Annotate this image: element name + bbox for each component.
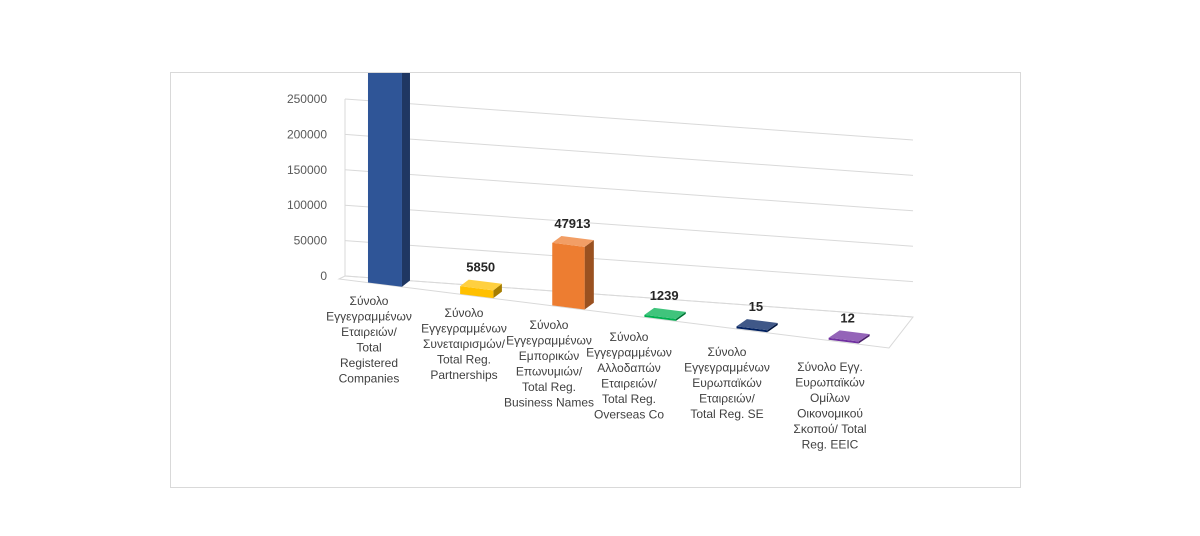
category-label-4-line-2: Ευρωπαϊκών (692, 376, 762, 390)
data-label-2: 47913 (554, 216, 590, 231)
bar-1-top (460, 279, 502, 291)
gridline-5 (344, 98, 914, 141)
category-label-3-line-5: Overseas Co (594, 408, 664, 422)
category-labels: Σύνολο Εγγεγραμμένων Εταιρειών/Total Regist… (326, 294, 866, 452)
category-label-2: Σύνολο Εγγεγραμμένων Εμπορικών Επωνυμιών/To… (504, 318, 594, 410)
y-tick-label-4: 200000 (287, 127, 327, 141)
gridline-2 (344, 204, 914, 247)
bar-3 (644, 307, 686, 321)
category-label-3-line-2: Αλλοδαπών (597, 361, 661, 375)
bar-4-side (767, 322, 778, 333)
bar-2-front (552, 242, 585, 310)
category-label-1-line-3: Total Reg. (437, 353, 491, 367)
category-label-5-line-0: Σύνολο Εγγ. (797, 360, 863, 374)
category-label-0-line-0: Σύνολο (350, 294, 389, 308)
data-label-5: 12 (840, 310, 854, 325)
bar-4-top (736, 319, 778, 331)
bar-1 (460, 279, 502, 299)
category-label-5-line-4: Σκοπού/ Total (793, 422, 866, 436)
bar-1-front (460, 286, 494, 299)
category-label-1-line-2: Συνεταιρισμών/ (423, 337, 506, 351)
data-labels: 20271158504791312391512 (466, 216, 855, 325)
gridlines (337, 98, 914, 349)
bar-5-top (828, 330, 870, 342)
category-label-1-line-0: Σύνολο (445, 306, 484, 320)
bar-5-side (858, 334, 870, 344)
floor-outline (337, 275, 914, 349)
category-label-3-line-0: Σύνολο (610, 330, 649, 344)
y-tick-label-2: 100000 (287, 198, 327, 212)
category-label-0-line-5: Companies (339, 372, 400, 386)
gridline-3 (344, 169, 914, 212)
category-label-4-line-1: Εγγεγραμμένων (684, 361, 770, 375)
bar-5-front (828, 337, 859, 344)
category-label-0-line-1: Εγγεγραμμένων (326, 310, 412, 324)
y-axis-ticks: 0 50000 100000 150000 200000 250000 (287, 92, 327, 283)
category-label-4-line-3: Εταιρειών/ (699, 392, 755, 406)
category-label-5-line-1: Ευρωπαϊκών (795, 376, 865, 390)
category-label-1-line-4: Partnerships (430, 368, 497, 382)
category-label-3-line-3: Εταιρειών/ (601, 377, 657, 391)
category-label-2-line-1: Εγγεγραμμένων (506, 334, 592, 348)
data-label-4: 15 (749, 299, 763, 314)
bar-2-side (584, 240, 594, 310)
category-label-4-line-0: Σύνολο (708, 345, 747, 359)
category-label-5-line-3: Οικονομικού (797, 407, 863, 421)
bar-1-side (493, 283, 502, 299)
category-label-2-line-2: Εμπορικών (519, 349, 579, 363)
bar-4-front (736, 326, 768, 333)
category-label-1: Σύνολο Εγγεγραμμένων Συνεταιρισμών/Total R… (421, 306, 507, 382)
bar-4 (736, 319, 778, 333)
category-label-2-line-5: Business Names (504, 396, 594, 410)
category-label-4: Σύνολο Εγγεγραμμένων Ευρωπαϊκών Εταιρειών/T… (684, 345, 770, 421)
category-label-0-line-4: Registered (340, 356, 398, 370)
category-label-5-line-5: Reg. EEIC (802, 438, 859, 452)
category-label-3: Σύνολο Εγγεγραμμένων Αλλοδαπών Εταιρειών/To… (586, 330, 672, 422)
data-label-3: 1239 (650, 288, 679, 303)
y-tick-label-0: 0 (320, 269, 327, 283)
bar-3-side (675, 311, 686, 321)
category-label-0-line-2: Εταιρειών/ (341, 325, 397, 339)
category-label-4-line-4: Total Reg. SE (690, 407, 763, 421)
category-label-3-line-4: Total Reg. (602, 392, 656, 406)
category-label-5-line-2: Ομίλων (810, 391, 850, 405)
category-label-0-line-3: Total (356, 341, 381, 355)
y-tick-label-3: 150000 (287, 163, 327, 177)
category-label-0: Σύνολο Εγγεγραμμένων Εταιρειών/Total Regist… (326, 294, 412, 386)
category-label-3-line-1: Εγγεγραμμένων (586, 346, 672, 360)
bars (367, 73, 870, 344)
gridline-4 (344, 133, 914, 176)
bar-3-front (644, 314, 676, 321)
gridline-1 (344, 240, 914, 283)
category-label-2-line-4: Total Reg. (522, 380, 576, 394)
bar-0 (367, 73, 410, 287)
bar-5 (828, 330, 870, 344)
y-tick-label-1: 50000 (294, 234, 328, 248)
category-label-2-line-0: Σύνολο (530, 318, 569, 332)
category-label-1-line-1: Εγγεγραμμένων (421, 322, 507, 336)
bar-0-front (367, 73, 402, 287)
bar-2-top (552, 236, 594, 247)
category-label-2-line-3: Επωνυμιών/ (516, 365, 583, 379)
bar-3-top (644, 307, 686, 319)
data-label-1: 5850 (466, 260, 495, 275)
y-tick-label-5: 250000 (287, 92, 327, 106)
bar-0-side (401, 73, 410, 287)
category-label-5: Σύνολο Εγγ. Ευρωπαϊκών Ομίλων Οικονομικού Σκ… (793, 360, 866, 452)
bar-2 (552, 236, 594, 310)
